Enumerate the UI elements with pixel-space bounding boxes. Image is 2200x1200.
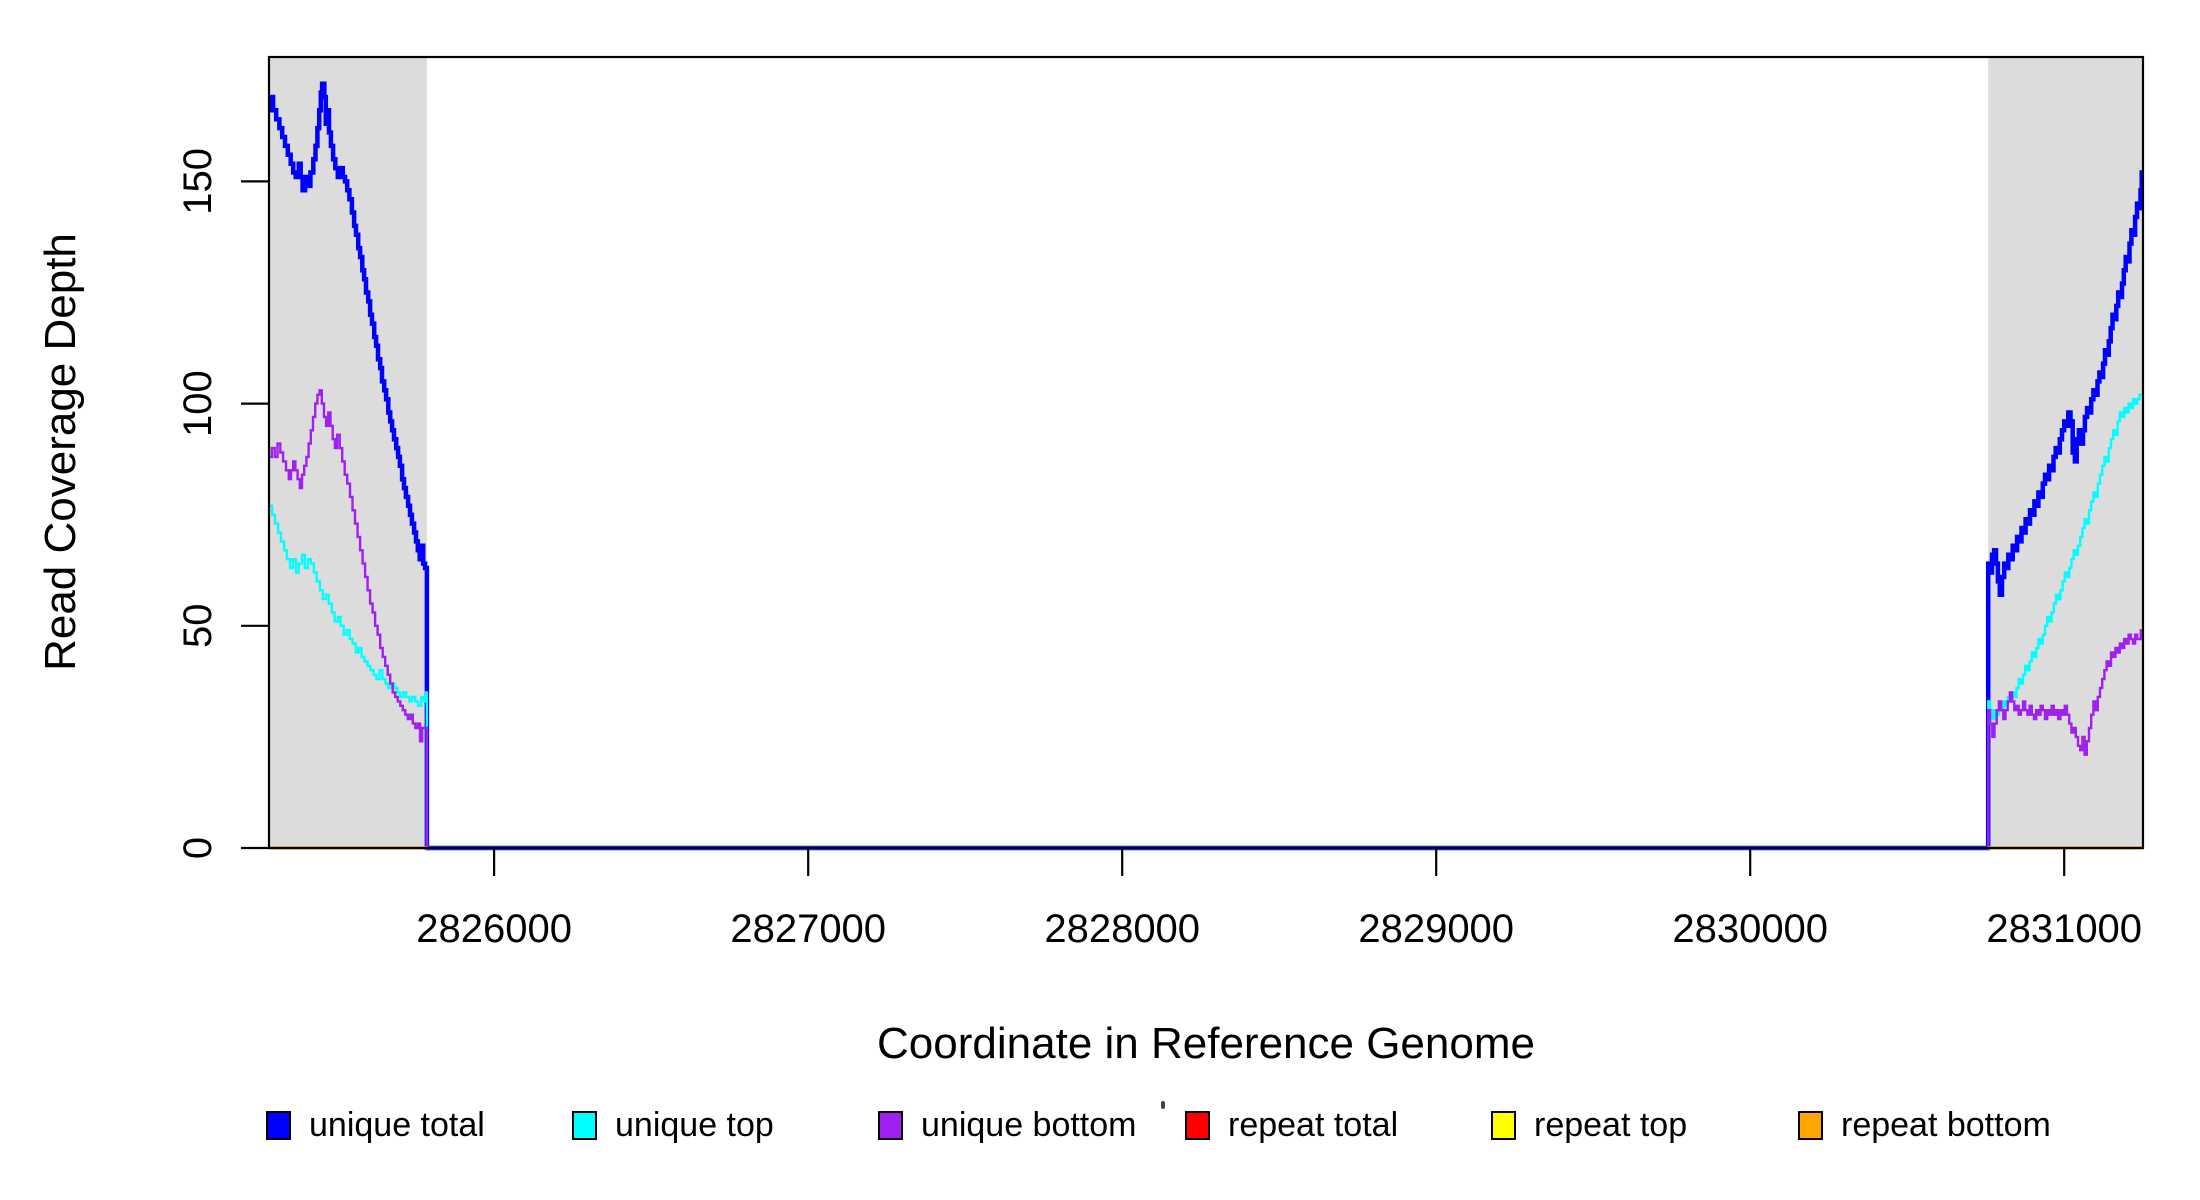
x-tick-label: 2828000 (1044, 907, 1200, 951)
legend-item-unique-total: unique total (266, 1106, 485, 1144)
y-axis-title: Read Coverage Depth (36, 233, 85, 671)
x-tick-label: 2826000 (416, 907, 572, 951)
legend-label: repeat bottom (1841, 1105, 2051, 1144)
y-tick-label: 50 (176, 604, 220, 649)
legend-label: repeat total (1228, 1105, 1399, 1144)
legend-item-repeat-bottom: repeat bottom (1798, 1106, 2051, 1144)
series-unique-top (269, 393, 2143, 850)
plot-border (267, 55, 2145, 850)
y-tick-label: 100 (176, 370, 220, 437)
legend-label: unique bottom (921, 1105, 1137, 1144)
legend-swatch-icon (266, 1110, 291, 1140)
legend-label: unique total (309, 1105, 485, 1144)
legend-swatch-icon (572, 1110, 597, 1140)
stray-mark-artifact (1161, 1101, 1165, 1109)
legend-label: unique top (615, 1105, 774, 1144)
legend-item-repeat-total: repeat total (1185, 1106, 1398, 1144)
y-tick-label: 0 (176, 837, 220, 859)
legend-swatch-icon (1185, 1110, 1210, 1140)
legend-label: repeat top (1534, 1105, 1688, 1144)
x-tick-label: 2831000 (1986, 907, 2142, 951)
series-unique-bottom (269, 389, 2143, 850)
x-tick-label: 2827000 (730, 907, 886, 951)
legend-swatch-icon (1491, 1110, 1516, 1140)
legend-swatch-icon (1798, 1110, 1823, 1140)
right-repeat-flank-band (1988, 57, 2143, 848)
legend-item-unique-top: unique top (572, 1106, 774, 1144)
legend-item-repeat-top: repeat top (1491, 1106, 1687, 1144)
x-tick-label: 2829000 (1358, 907, 1514, 951)
left-repeat-flank-band (269, 57, 427, 848)
legend-swatch-icon (878, 1110, 903, 1140)
x-tick-label: 2830000 (1672, 907, 1828, 951)
series-unique-total (268, 81, 2144, 851)
x-axis-title: Coordinate in Reference Genome (877, 1019, 1535, 1068)
legend-item-unique-bottom: unique bottom (878, 1106, 1137, 1144)
y-tick-label: 150 (176, 148, 220, 215)
